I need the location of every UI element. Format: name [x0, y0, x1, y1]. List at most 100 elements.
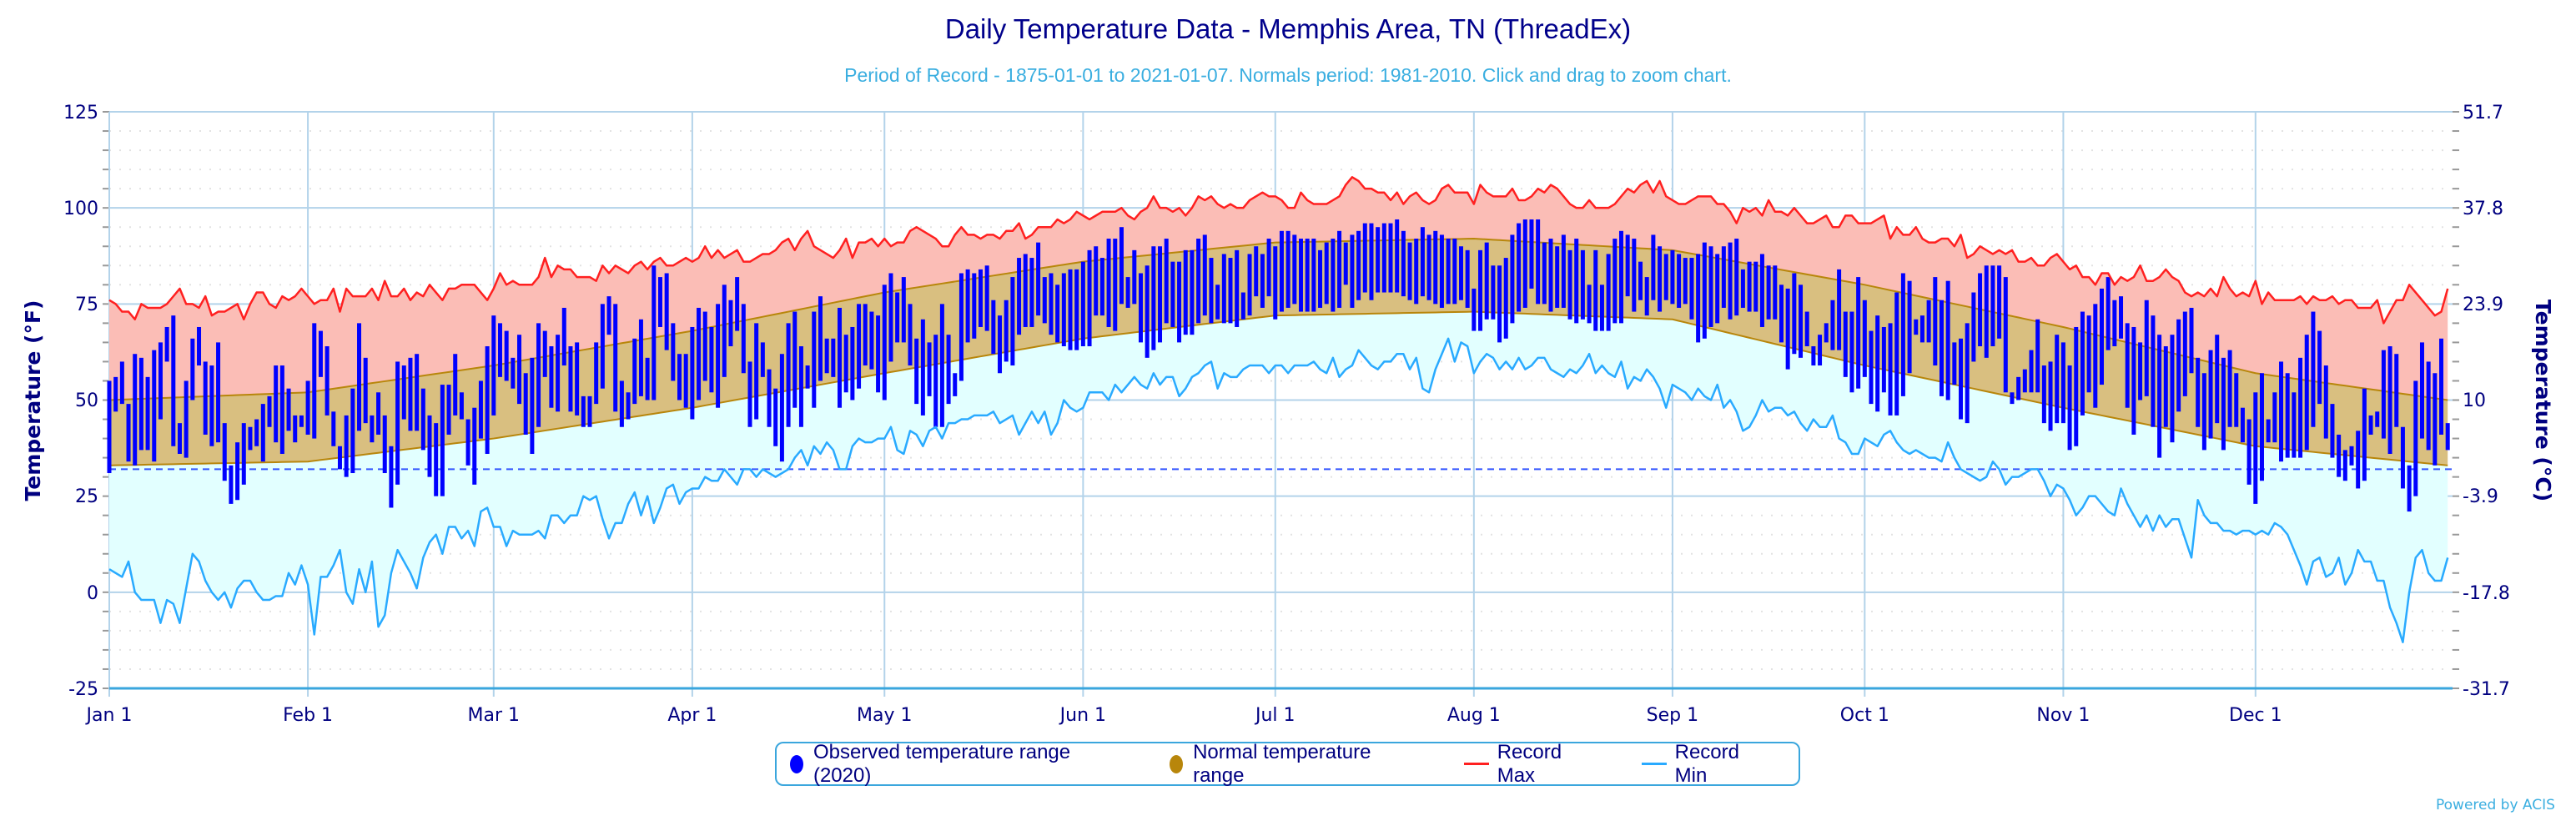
- observed-bar: [747, 361, 752, 427]
- observed-bar: [2330, 404, 2335, 458]
- observed-bar: [1658, 246, 1663, 312]
- observed-bar: [434, 423, 439, 496]
- observed-bar: [1080, 261, 1085, 347]
- observed-bar: [459, 392, 464, 420]
- observed-bar: [318, 330, 323, 377]
- observed-bar: [683, 354, 688, 408]
- observed-bar: [2125, 323, 2130, 408]
- observed-bar: [1651, 234, 1656, 300]
- observed-bar: [1536, 219, 1541, 305]
- observed-bar: [1183, 249, 1188, 335]
- observed-bar: [1663, 254, 1668, 300]
- observed-bar: [1311, 239, 1316, 312]
- observed-bar: [1362, 223, 1367, 293]
- observed-bar: [1613, 239, 1618, 324]
- observed-bar: [1433, 230, 1438, 305]
- observed-bar: [869, 311, 874, 370]
- observed-bar: [677, 354, 682, 400]
- y-tick-label: 100: [63, 199, 98, 219]
- observed-bar: [2099, 288, 2104, 385]
- observed-bar: [305, 380, 310, 435]
- observed-bar: [331, 411, 336, 446]
- observed-bar: [741, 304, 746, 374]
- observed-bar: [2029, 350, 2034, 393]
- observed-bar: [927, 342, 932, 396]
- observed-bar: [716, 304, 721, 408]
- observed-bar: [1240, 292, 1245, 320]
- observed-bar: [863, 304, 868, 366]
- powered-by-credit[interactable]: Powered by ACIS: [2436, 797, 2555, 813]
- observed-bar: [1446, 239, 1451, 305]
- observed-bar: [1049, 273, 1054, 335]
- observed-bar: [1638, 261, 1643, 300]
- x-tick-label: Aug 1: [1447, 705, 1501, 726]
- observed-bar: [2016, 376, 2021, 400]
- record-max-area: [109, 177, 2448, 400]
- observed-bar: [241, 423, 246, 485]
- observed-bar: [1881, 326, 1886, 393]
- observed-bar: [286, 388, 291, 431]
- observed-bar: [1632, 239, 1637, 312]
- observed-bar: [1106, 239, 1111, 327]
- observed-bar: [1734, 239, 1739, 316]
- observed-bar: [1849, 311, 1854, 393]
- observed-bar: [702, 311, 707, 381]
- observed-bar: [1279, 230, 1284, 312]
- x-tick-label: Oct 1: [1840, 705, 1889, 726]
- observed-bar: [1235, 249, 1240, 327]
- observed-bar: [119, 361, 124, 405]
- legend-item-normal[interactable]: Normal temperature range: [1170, 741, 1427, 788]
- observed-bar: [2189, 307, 2194, 374]
- observed-bar: [1747, 261, 1752, 312]
- observed-bar: [1407, 242, 1412, 300]
- y-tick-label-right: 51.7: [2463, 103, 2503, 123]
- observed-bar: [190, 338, 195, 400]
- observed-bar: [587, 395, 592, 427]
- observed-bar: [491, 315, 496, 416]
- observed-bar: [1113, 239, 1118, 331]
- legend-item-record-max[interactable]: Record Max: [1463, 741, 1605, 788]
- observed-bar: [184, 380, 189, 458]
- observed-bar: [1900, 273, 1905, 396]
- observed-bar: [1017, 258, 1022, 335]
- observed-bar: [908, 304, 913, 366]
- observed-bar: [1702, 242, 1707, 339]
- observed-bar: [504, 330, 509, 381]
- observed-bar: [325, 346, 330, 416]
- observed-bar: [2356, 431, 2361, 489]
- observed-bar: [2227, 350, 2232, 427]
- observed-bar: [939, 304, 944, 427]
- observed-bar: [1324, 242, 1329, 305]
- observed-bar: [1869, 330, 1874, 405]
- observed-bar: [568, 346, 573, 412]
- observed-bar: [1491, 265, 1496, 320]
- observed-bar: [1959, 338, 1964, 420]
- observed-bar: [274, 365, 279, 443]
- observed-bar: [632, 338, 637, 405]
- observed-bar: [171, 315, 176, 446]
- observed-bar: [1209, 258, 1214, 324]
- observed-bar: [600, 304, 605, 389]
- observed-bar: [1170, 261, 1175, 327]
- observed-bar: [1266, 239, 1271, 297]
- observed-bar: [158, 342, 163, 420]
- observed-bar: [2400, 426, 2405, 489]
- chart-subtitle: Period of Record - 1875-01-01 to 2021-01…: [844, 64, 1732, 86]
- observed-bar: [408, 357, 413, 431]
- observed-bar: [1677, 254, 1682, 308]
- observed-bar: [2182, 311, 2187, 396]
- observed-bar: [1439, 234, 1444, 308]
- normal-range-area: [109, 239, 2448, 466]
- observed-bar: [2201, 373, 2206, 451]
- observed-bar: [606, 296, 611, 335]
- legend-item-observed[interactable]: Observed temperature range (2020): [790, 741, 1133, 788]
- observed-bar: [1971, 292, 1976, 362]
- observed-bar: [2035, 319, 2040, 393]
- observed-bar: [395, 361, 400, 485]
- observed-bar: [1125, 277, 1130, 308]
- observed-bar: [478, 380, 483, 439]
- observed-bar: [152, 350, 157, 462]
- legend-item-record-min[interactable]: Record Min: [1641, 741, 1777, 788]
- observed-bar: [824, 338, 829, 374]
